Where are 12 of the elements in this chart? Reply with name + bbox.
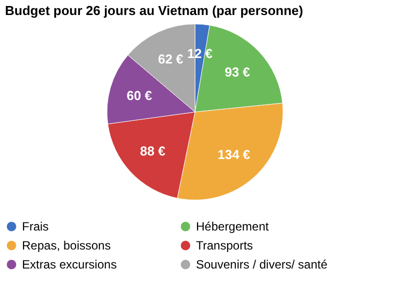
data-label: 134 € (218, 147, 250, 162)
chart-title: Budget pour 26 jours au Vietnam (par personne) (5, 3, 304, 18)
legend-label: Frais (22, 220, 49, 234)
legend-label: Transports (196, 238, 253, 252)
legend-label: Souvenirs / divers/ santé (196, 258, 328, 272)
legend-label: Extras excursions (22, 258, 117, 272)
data-label: 93 € (224, 64, 250, 80)
legend-label: Hébergement (196, 220, 270, 234)
data-label: 88 € (140, 144, 166, 159)
data-label: 60 € (126, 88, 152, 103)
legend-label: Repas, boissons (22, 238, 111, 252)
data-label: 62 € (158, 51, 184, 66)
